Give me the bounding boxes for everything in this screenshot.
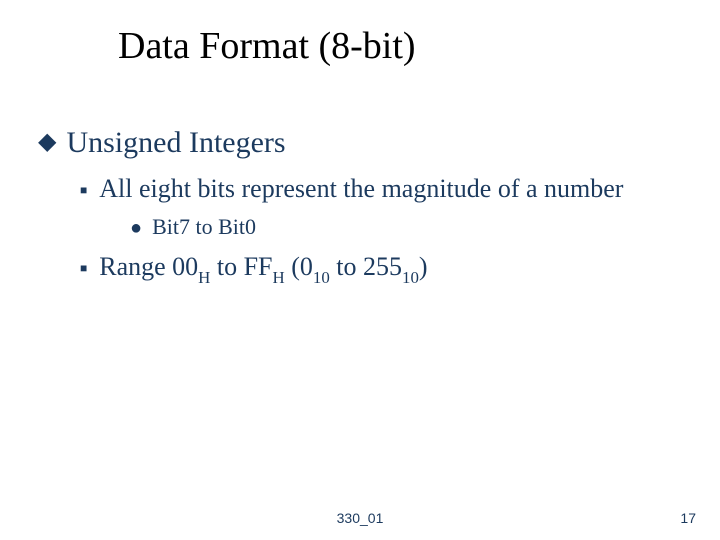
subscript-h1: H xyxy=(198,268,210,287)
disc-bullet-icon: ● xyxy=(130,218,142,238)
subscript-10a: 10 xyxy=(313,268,330,287)
bullet-level3: ● Bit7 to Bit0 xyxy=(130,214,256,240)
range-mid3: to 255 xyxy=(330,252,402,281)
footer-center: 330_01 xyxy=(0,510,720,526)
slide: Data Format (8-bit) ◆ Unsigned Integers … xyxy=(0,0,720,540)
diamond-bullet-icon: ◆ xyxy=(38,130,56,154)
bullet-level2-a: ■ All eight bits represent the magnitude… xyxy=(80,174,623,204)
lvl3-text: Bit7 to Bit0 xyxy=(152,214,256,240)
subscript-h2: H xyxy=(273,268,285,287)
lvl2a-text: All eight bits represent the magnitude o… xyxy=(99,174,623,204)
range-mid1: to FF xyxy=(210,252,272,281)
range-suffix: ) xyxy=(419,252,428,281)
range-mid2: (0 xyxy=(285,252,313,281)
bullet-level2-b: ■ Range 00H to FFH (010 to 25510) xyxy=(80,252,428,286)
bullet-level1: ◆ Unsigned Integers xyxy=(38,126,286,160)
subscript-10b: 10 xyxy=(402,268,419,287)
square-bullet-icon: ■ xyxy=(80,262,87,274)
page-number: 17 xyxy=(680,510,696,526)
lvl2b-text: Range 00H to FFH (010 to 25510) xyxy=(99,252,427,286)
lvl1-text: Unsigned Integers xyxy=(66,126,285,160)
slide-title: Data Format (8-bit) xyxy=(118,24,416,68)
range-prefix: Range 00 xyxy=(99,252,198,281)
square-bullet-icon: ■ xyxy=(80,184,87,196)
